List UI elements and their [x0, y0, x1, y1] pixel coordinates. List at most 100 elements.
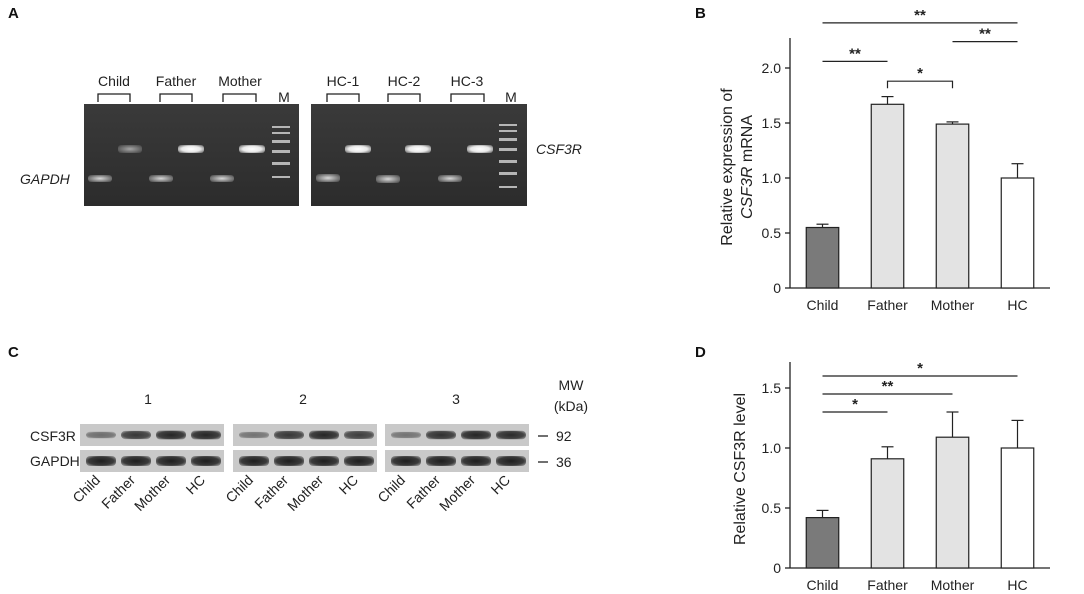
western-blot-strips	[80, 424, 529, 472]
x-tick-label: HC	[1007, 577, 1027, 593]
mw-unit: (kDa)	[554, 398, 588, 414]
significance-label: **	[979, 26, 991, 43]
ladder-left	[272, 126, 290, 178]
wb-band	[156, 430, 186, 440]
band-mother-gapdh	[210, 175, 234, 182]
bracket-mother	[222, 93, 257, 102]
significance-label: **	[914, 7, 926, 24]
wb-band	[391, 456, 421, 466]
gel-label-mother: Mother	[218, 73, 262, 89]
gel-label-child: Child	[98, 73, 130, 89]
gel-label-hc3: HC-3	[451, 73, 484, 89]
bar-child	[805, 226, 840, 289]
wb-strip-3-gapdh	[385, 450, 529, 472]
wb-band	[239, 431, 269, 439]
wb-band	[274, 456, 304, 466]
wb-strip-3-csf3r	[385, 424, 529, 446]
y-axis-title-line1: Relative expression of	[719, 88, 736, 246]
replicate-3: 3	[452, 391, 460, 407]
wb-band	[191, 430, 221, 440]
wb-band	[121, 430, 151, 440]
wb-lane-label: HC	[182, 472, 208, 498]
y-axis-title-rest: mRNA	[739, 115, 756, 167]
band-mother-csf3r	[239, 145, 265, 153]
band-hc2-csf3r	[405, 145, 431, 153]
x-tick-label: HC	[1007, 297, 1027, 313]
gel-left-labels: Child Father Mother M	[97, 73, 290, 105]
y-axis-title-gene: CSF3R	[739, 166, 756, 219]
gel-gene-right: CSF3R	[536, 141, 582, 157]
wb-strip-1-gapdh	[80, 450, 224, 472]
y-tick-label: 0.5	[762, 500, 782, 516]
wb-band	[309, 456, 339, 466]
gel-label-father: Father	[156, 73, 197, 89]
y-axis-title-line2: CSF3R mRNA	[739, 115, 756, 219]
band-hc3-csf3r	[467, 145, 493, 153]
bracket-hc1	[326, 93, 360, 102]
mw-value-36: 36	[556, 454, 572, 470]
bar-mother	[935, 123, 970, 289]
wb-strip-2-gapdh	[233, 450, 377, 472]
wb-row-label-csf3r: CSF3R	[30, 428, 76, 444]
mw-title: MW	[559, 377, 585, 393]
gel-label-marker-right: M	[505, 89, 517, 105]
bracket-father	[159, 93, 193, 102]
y-tick-label: 1.5	[762, 115, 782, 131]
wb-band	[274, 430, 304, 440]
y-axis-title: Relative CSF3R level	[732, 393, 749, 545]
gel-label-hc1: HC-1	[327, 73, 360, 89]
panel-label-a: A	[8, 5, 19, 22]
y-tick-label: 1.0	[762, 170, 782, 186]
gel-left-background	[84, 104, 299, 206]
wb-band	[191, 456, 221, 466]
x-tick-label: Child	[807, 297, 839, 313]
band-hc2-gapdh	[376, 175, 400, 183]
wb-lane-label: Father	[403, 472, 443, 512]
gel-label-marker-left: M	[278, 89, 290, 105]
bracket-hc2	[387, 93, 421, 102]
wb-lane-label: Mother	[284, 472, 326, 514]
band-father-gapdh	[149, 175, 173, 182]
y-tick-label: 0	[773, 560, 781, 576]
gel-right-labels: HC-1 HC-2 HC-3 M	[326, 73, 517, 105]
band-hc1-gapdh	[316, 174, 340, 182]
gel-gene-left: GAPDH	[20, 171, 71, 187]
wb-band	[121, 456, 151, 466]
significance-label: **	[849, 45, 861, 62]
band-child-csf3r	[118, 145, 142, 153]
x-tick-label: Mother	[931, 577, 975, 593]
wb-row-label-gapdh: GAPDH	[30, 453, 80, 469]
wb-band	[86, 456, 116, 466]
ladder-right	[499, 124, 517, 188]
mw-value-92: 92	[556, 428, 572, 444]
wb-lane-label: HC	[487, 472, 513, 498]
wb-band	[309, 430, 339, 440]
panel-label-d: D	[695, 344, 706, 361]
significance-label: **	[882, 378, 894, 395]
bar-mother	[935, 436, 970, 569]
wb-band	[156, 456, 186, 466]
band-father-csf3r	[178, 145, 204, 153]
panel-label-c: C	[8, 344, 19, 361]
band-hc3-gapdh	[438, 175, 462, 182]
significance-label: *	[917, 65, 923, 82]
replicate-1: 1	[144, 391, 152, 407]
wb-band	[496, 430, 526, 440]
wb-band	[344, 456, 374, 466]
wb-band	[344, 431, 374, 439]
x-tick-label: Child	[807, 577, 839, 593]
x-tick-label: Mother	[931, 297, 975, 313]
wb-lane-label: HC	[335, 472, 361, 498]
y-tick-label: 1.0	[762, 440, 782, 456]
bar-child	[805, 516, 840, 569]
significance-label: *	[852, 396, 858, 413]
bar-father	[870, 103, 905, 289]
gel-label-hc2: HC-2	[388, 73, 421, 89]
wb-band	[461, 456, 491, 466]
x-tick-label: Father	[867, 297, 908, 313]
wb-band	[239, 456, 269, 466]
